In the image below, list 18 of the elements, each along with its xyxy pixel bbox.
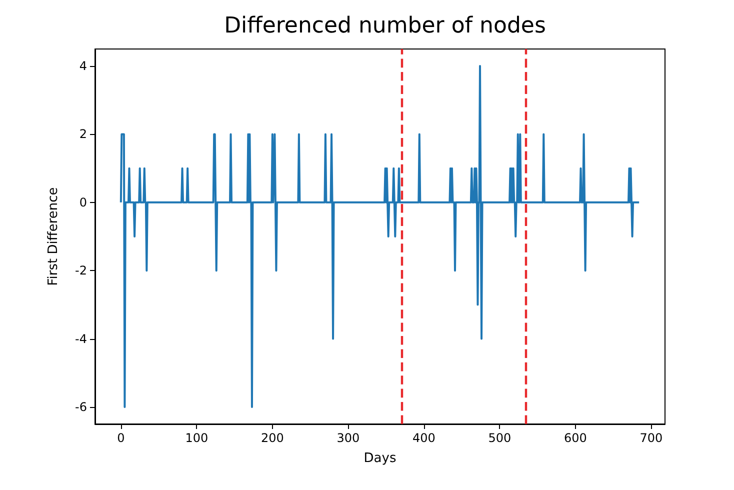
y-tick-label: -6 <box>75 400 87 414</box>
x-tick-label: 500 <box>488 431 512 445</box>
y-tick-label: -2 <box>75 264 87 278</box>
y-axis-title: First Difference <box>46 187 61 286</box>
y-tick-label: 0 <box>79 195 87 210</box>
chart-title: Differenced number of nodes <box>224 14 546 38</box>
x-tick-label: 100 <box>185 431 208 445</box>
x-tick-label: 400 <box>412 431 436 445</box>
y-tick-label: -4 <box>75 332 87 346</box>
x-tick-label: 600 <box>564 431 587 445</box>
x-axis-title: Days <box>364 451 396 466</box>
x-tick-label: 200 <box>260 431 284 445</box>
x-tick-label: 700 <box>640 431 663 445</box>
x-tick-label: 0 <box>117 431 125 445</box>
y-tick-label: 4 <box>79 59 87 74</box>
line-series <box>120 65 640 408</box>
y-tick-label: 2 <box>79 127 87 142</box>
x-tick-label: 300 <box>336 431 360 445</box>
